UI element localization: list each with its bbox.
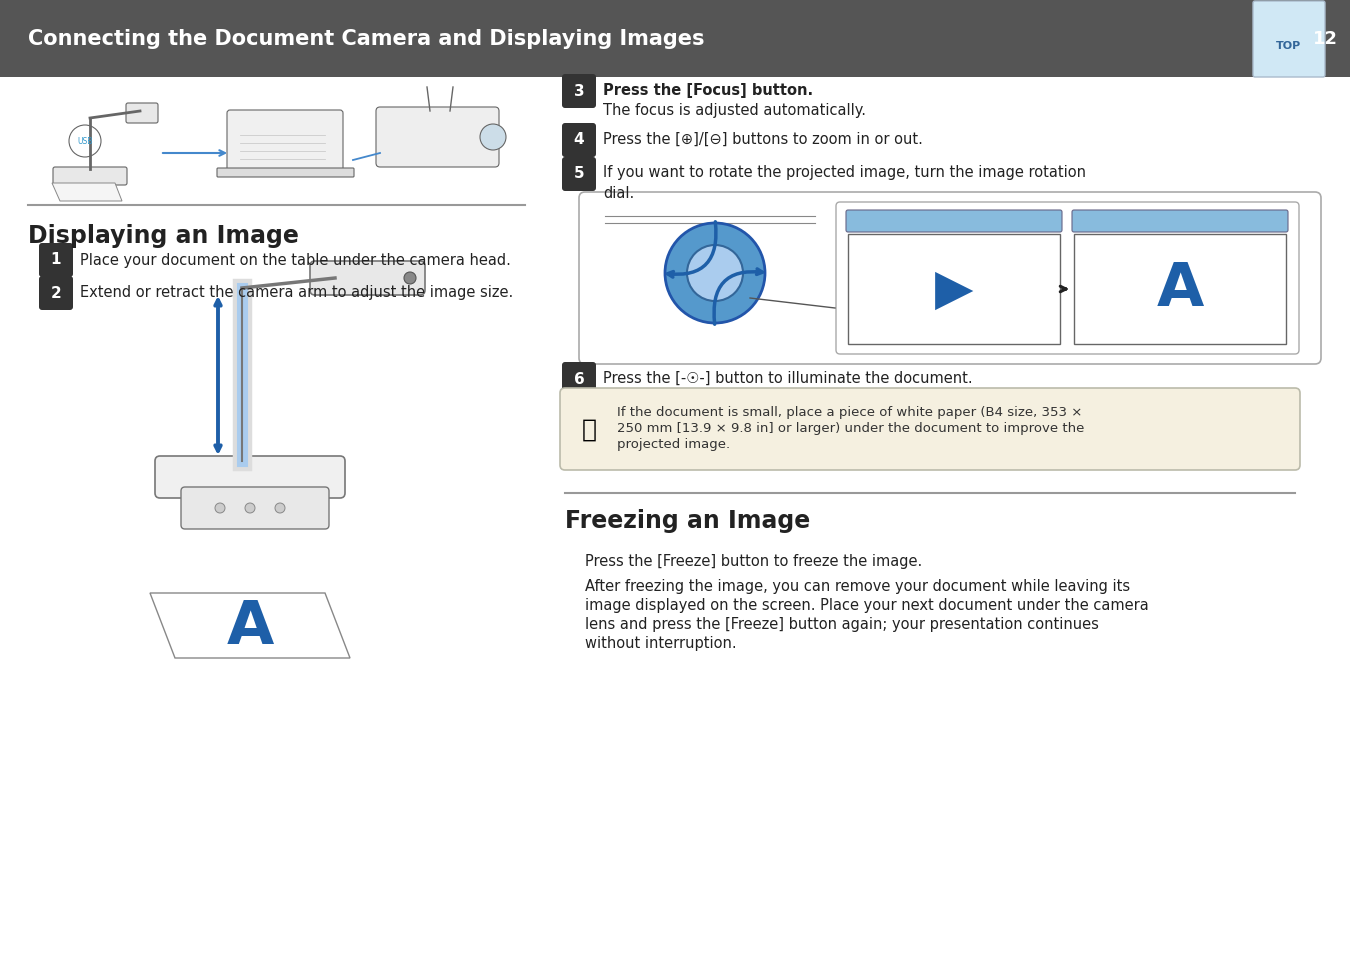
FancyBboxPatch shape bbox=[562, 124, 595, 158]
Text: projected image.: projected image. bbox=[617, 437, 730, 451]
Circle shape bbox=[687, 246, 742, 302]
Text: 250 mm [13.9 × 9.8 in] or larger) under the document to improve the: 250 mm [13.9 × 9.8 in] or larger) under … bbox=[617, 421, 1084, 435]
Polygon shape bbox=[150, 594, 350, 659]
Text: 2: 2 bbox=[51, 285, 61, 300]
FancyBboxPatch shape bbox=[227, 111, 343, 177]
Circle shape bbox=[404, 273, 416, 285]
Text: A: A bbox=[227, 597, 274, 656]
FancyBboxPatch shape bbox=[1075, 234, 1287, 345]
Text: If the document is small, place a piece of white paper (B4 size, 353 ×: If the document is small, place a piece … bbox=[617, 406, 1083, 418]
FancyBboxPatch shape bbox=[39, 276, 73, 311]
Circle shape bbox=[666, 224, 765, 324]
FancyBboxPatch shape bbox=[0, 0, 1350, 78]
Text: lens and press the [Freeze] button again; your presentation continues: lens and press the [Freeze] button again… bbox=[585, 617, 1099, 631]
FancyBboxPatch shape bbox=[579, 193, 1322, 365]
Circle shape bbox=[481, 125, 506, 151]
FancyBboxPatch shape bbox=[377, 108, 500, 168]
Text: 5: 5 bbox=[574, 167, 585, 181]
FancyBboxPatch shape bbox=[53, 168, 127, 186]
FancyBboxPatch shape bbox=[310, 262, 425, 295]
Text: Freezing an Image: Freezing an Image bbox=[566, 509, 810, 533]
FancyBboxPatch shape bbox=[562, 75, 595, 109]
Text: The focus is adjusted automatically.: The focus is adjusted automatically. bbox=[603, 103, 865, 118]
Circle shape bbox=[215, 503, 225, 514]
FancyBboxPatch shape bbox=[846, 211, 1062, 233]
Text: USB: USB bbox=[77, 137, 93, 147]
FancyBboxPatch shape bbox=[562, 158, 595, 192]
Text: image displayed on the screen. Place your next document under the camera: image displayed on the screen. Place you… bbox=[585, 598, 1149, 613]
Text: TOP: TOP bbox=[1276, 41, 1301, 51]
Text: 📋: 📋 bbox=[582, 417, 597, 441]
FancyBboxPatch shape bbox=[1072, 211, 1288, 233]
Text: 4: 4 bbox=[574, 132, 585, 148]
FancyBboxPatch shape bbox=[560, 389, 1300, 471]
Text: After freezing the image, you can remove your document while leaving its: After freezing the image, you can remove… bbox=[585, 578, 1130, 594]
Text: ▶: ▶ bbox=[934, 266, 973, 314]
Text: 3: 3 bbox=[574, 84, 585, 98]
Text: Press the [Freeze] button to freeze the image.: Press the [Freeze] button to freeze the … bbox=[585, 554, 922, 568]
Text: Press the [⊕]/[⊖] buttons to zoom in or out.: Press the [⊕]/[⊖] buttons to zoom in or … bbox=[603, 132, 923, 147]
Text: Place your document on the table under the camera head.: Place your document on the table under t… bbox=[80, 253, 510, 267]
FancyBboxPatch shape bbox=[126, 104, 158, 124]
FancyBboxPatch shape bbox=[217, 169, 354, 178]
FancyBboxPatch shape bbox=[1253, 2, 1324, 78]
Text: 6: 6 bbox=[574, 371, 585, 386]
Text: Press the [-☉-] button to illuminate the document.: Press the [-☉-] button to illuminate the… bbox=[603, 370, 972, 385]
Text: Press the [Focus] button.: Press the [Focus] button. bbox=[603, 82, 813, 97]
Text: A: A bbox=[1157, 260, 1204, 319]
Circle shape bbox=[69, 126, 101, 158]
FancyBboxPatch shape bbox=[181, 488, 329, 530]
Text: If you want to rotate the projected image, turn the image rotation: If you want to rotate the projected imag… bbox=[603, 165, 1085, 180]
Text: Connecting the Document Camera and Displaying Images: Connecting the Document Camera and Displ… bbox=[28, 29, 705, 49]
FancyBboxPatch shape bbox=[39, 244, 73, 277]
FancyBboxPatch shape bbox=[836, 203, 1299, 355]
Text: 1: 1 bbox=[51, 253, 61, 267]
Text: without interruption.: without interruption. bbox=[585, 636, 737, 650]
Circle shape bbox=[275, 503, 285, 514]
Text: Displaying an Image: Displaying an Image bbox=[28, 224, 298, 248]
Text: dial.: dial. bbox=[603, 186, 634, 201]
Text: 12: 12 bbox=[1314, 30, 1338, 48]
Circle shape bbox=[244, 503, 255, 514]
Polygon shape bbox=[53, 184, 122, 202]
FancyBboxPatch shape bbox=[562, 363, 595, 396]
Text: Extend or retract the camera arm to adjust the image size.: Extend or retract the camera arm to adju… bbox=[80, 285, 513, 300]
FancyBboxPatch shape bbox=[155, 456, 346, 498]
FancyBboxPatch shape bbox=[848, 234, 1060, 345]
